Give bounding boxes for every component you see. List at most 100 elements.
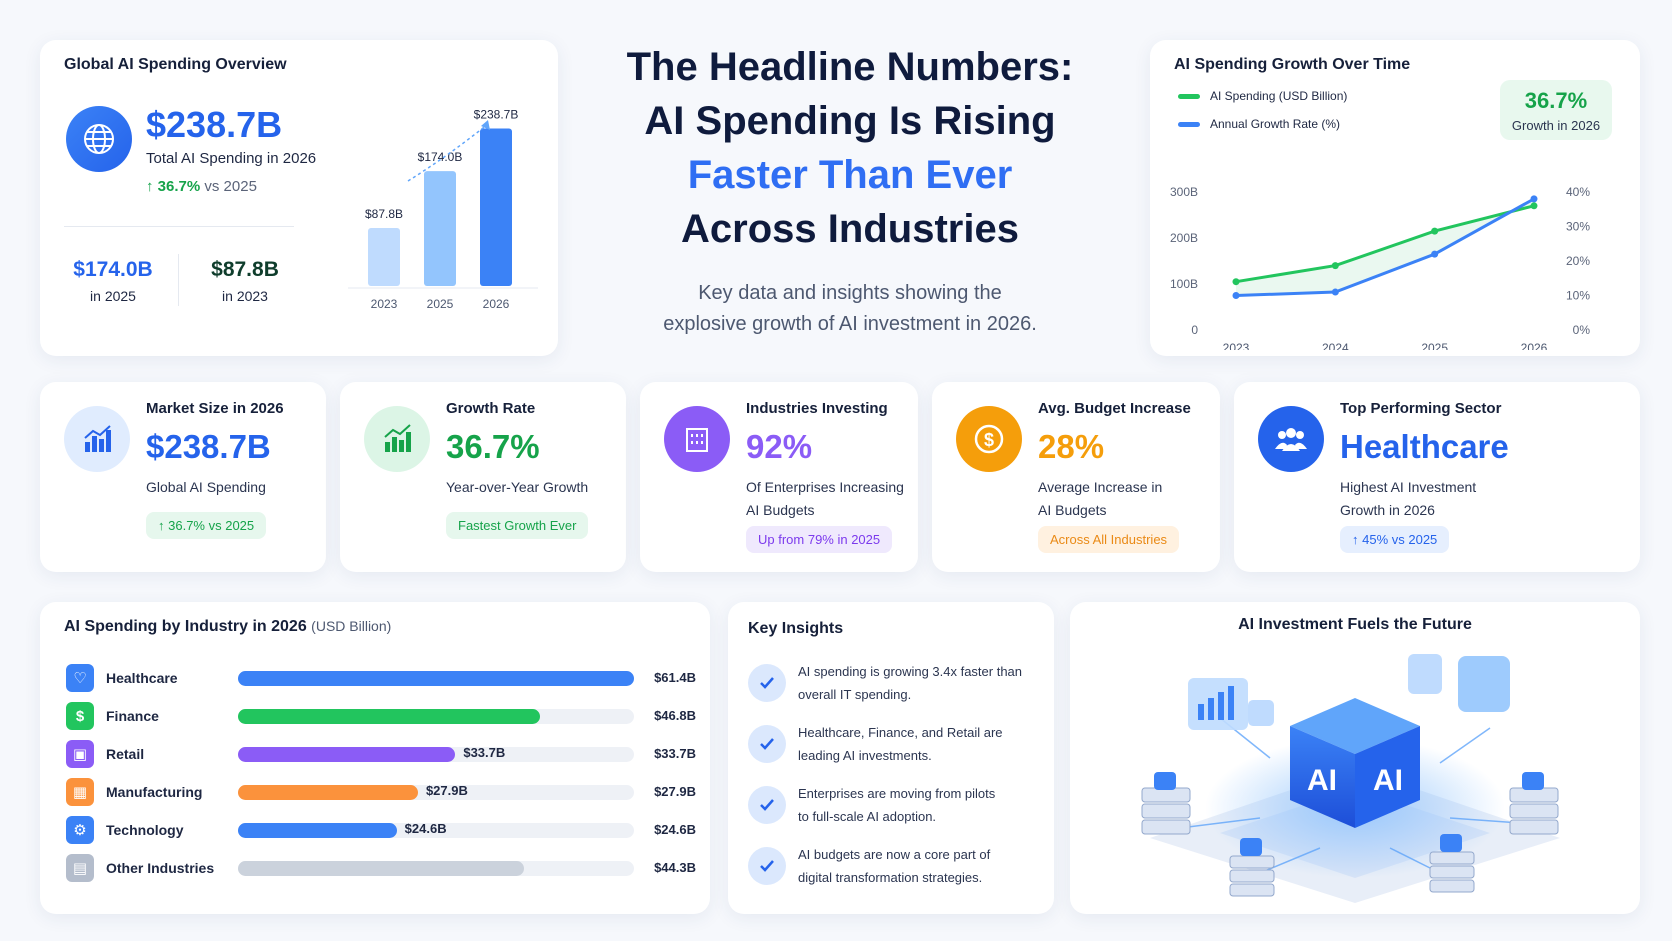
headline-title: The Headline Numbers: AI Spending Is Ris… bbox=[570, 40, 1130, 256]
x-tick-label: 2026 bbox=[483, 297, 510, 311]
kpi-badge-text: Across All Industries bbox=[1050, 532, 1168, 547]
insight-item: Healthcare, Finance, and Retail are lead… bbox=[748, 717, 1038, 773]
kpi-title: Top Performing Sector bbox=[1340, 400, 1502, 417]
industry-bar bbox=[238, 861, 524, 876]
arrow-up-icon: ↑ bbox=[1352, 532, 1363, 547]
kpi-badge: ↑ 45% vs 2025 bbox=[1340, 526, 1450, 553]
insight-text: Enterprises are moving from pilots to fu… bbox=[798, 782, 1038, 828]
stat-2023-value: $87.8B bbox=[211, 258, 279, 281]
kpi-card: Top Performing Sector Healthcare Highest… bbox=[1234, 382, 1640, 572]
kpi-badge-text: Fastest Growth Ever bbox=[458, 518, 577, 533]
kpi-subtitle-line-2: Growth in 2026 bbox=[1340, 502, 1435, 518]
data-point bbox=[1431, 250, 1439, 258]
change-pct: 36.7% bbox=[157, 178, 201, 195]
stat-2025-value: $174.0B bbox=[73, 258, 153, 281]
y-right-tick: 30% bbox=[1566, 220, 1590, 234]
industry-value: $27.9B bbox=[654, 784, 696, 799]
check-icon bbox=[748, 847, 786, 885]
industry-bar bbox=[238, 709, 540, 724]
x-tick-label: 2026 bbox=[1521, 341, 1548, 350]
y-left-tick: 0 bbox=[1191, 323, 1198, 337]
svg-text:$: $ bbox=[984, 430, 994, 450]
kpi-badge: Fastest Growth Ever bbox=[446, 512, 589, 539]
kpi-title: Market Size in 2026 bbox=[146, 400, 284, 417]
kpi-subtitle: Average Increase in AI Budgets bbox=[1038, 476, 1228, 522]
industry-bar-label: $33.7B bbox=[463, 745, 506, 760]
series-line-0 bbox=[1235, 204, 1535, 284]
industry-value: $61.4B bbox=[654, 670, 696, 685]
insight-line-1: Healthcare, Finance, and Retail are bbox=[798, 725, 1003, 740]
overview-title: Global AI Spending Overview bbox=[64, 56, 287, 73]
chart-bars-icon bbox=[64, 406, 130, 472]
stat-2023-label: in 2023 bbox=[222, 288, 268, 304]
future-title: AI Investment Fuels the Future bbox=[1238, 616, 1472, 633]
kpi-subtitle-line-2: AI Budgets bbox=[746, 502, 815, 518]
insight-line-1: AI spending is growing 3.4x faster than bbox=[798, 664, 1023, 679]
insight-item: Enterprises are moving from pilots to fu… bbox=[748, 778, 1038, 834]
cube-label-left: AI bbox=[1307, 764, 1337, 797]
growth-line-chart: 0 100B 200B 300B 0% 10% 20% 30% 40% 2023 2024 2025 2… bbox=[1170, 89, 1590, 350]
y-right-tick: 20% bbox=[1566, 254, 1590, 268]
insight-line-2: to full-scale AI adoption. bbox=[798, 809, 937, 824]
bar-label: $174.0B bbox=[418, 150, 463, 164]
change-suffix: vs 2025 bbox=[204, 178, 257, 195]
industry-name: Healthcare bbox=[106, 670, 178, 686]
legend-label: AI Spending (USD Billion) bbox=[1210, 89, 1347, 103]
industry-bar bbox=[238, 671, 634, 686]
data-point bbox=[1331, 262, 1339, 270]
trend-up-icon bbox=[364, 406, 430, 472]
bar-label: $87.8B bbox=[365, 207, 403, 221]
industry-value: $24.6B bbox=[654, 822, 696, 837]
industry-title-unit: (USD Billion) bbox=[311, 618, 392, 634]
heart-icon: ♡ bbox=[66, 664, 94, 692]
kpi-card: Market Size in 2026 $238.7B Global AI Sp… bbox=[40, 382, 326, 572]
kpi-badge-text: 36.7% vs 2025 bbox=[168, 518, 255, 533]
legend-swatch bbox=[1178, 122, 1200, 127]
users-icon bbox=[1258, 406, 1324, 472]
area-fill bbox=[1236, 198, 1534, 296]
kpi-card: $ Avg. Budget Increase 28% Average Incre… bbox=[932, 382, 1220, 572]
total-change: ↑ 36.7% vs 2025 bbox=[146, 178, 257, 195]
stat-2025-label: in 2025 bbox=[90, 288, 136, 304]
y-right-tick: 40% bbox=[1566, 185, 1590, 199]
floating-chart-panel bbox=[1188, 678, 1248, 730]
insight-line-2: overall IT spending. bbox=[798, 687, 912, 702]
headline-line-4: Across Industries bbox=[681, 207, 1019, 251]
industry-card: AI Spending by Industry in 2026 (USD Bil… bbox=[40, 602, 710, 914]
industry-value: $44.3B bbox=[654, 860, 696, 875]
industry-row: ♡ Healthcare $61.4B bbox=[66, 664, 696, 692]
kpi-subtitle-line-1: Highest AI Investment bbox=[1340, 479, 1477, 495]
ai-cube: AI AI bbox=[1290, 698, 1420, 828]
kpi-badge: Up from 79% in 2025 bbox=[746, 526, 893, 553]
overview-bar-chart: $87.8B 2023 $174.0B 2025 $238.7B 2026 bbox=[348, 107, 538, 311]
kpi-subtitle: Global AI Spending bbox=[146, 476, 336, 499]
kpi-subtitle-line-1: Year-over-Year Growth bbox=[446, 479, 589, 495]
insight-line-1: Enterprises are moving from pilots bbox=[798, 786, 996, 801]
callout-label: Growth in 2026 bbox=[1511, 118, 1601, 133]
x-tick-label: 2024 bbox=[1322, 341, 1349, 350]
y-right-tick: 10% bbox=[1566, 289, 1590, 303]
x-tick-label: 2025 bbox=[427, 297, 454, 311]
subtitle-line-2: explosive growth of AI investment in 202… bbox=[663, 313, 1037, 335]
dollar-icon: $ bbox=[66, 702, 94, 730]
check-icon bbox=[748, 725, 786, 763]
headline-line-2: AI Spending Is Rising bbox=[644, 99, 1056, 143]
overview-card: Global AI Spending Overview $238.7B Tota… bbox=[40, 40, 558, 356]
x-tick-label: 2023 bbox=[1223, 341, 1250, 350]
insight-line-1: AI budgets are now a core part of bbox=[798, 847, 991, 862]
insight-item: AI spending is growing 3.4x faster than … bbox=[748, 656, 1038, 712]
kpi-value: 92% bbox=[746, 428, 813, 465]
industry-title: AI Spending by Industry in 2026 (USD Bil… bbox=[64, 618, 391, 636]
headline-line-1: The Headline Numbers: bbox=[626, 45, 1074, 89]
industry-bar-track bbox=[238, 709, 634, 724]
total-spending-value: $238.7B bbox=[146, 104, 283, 145]
server-badges bbox=[1154, 772, 1544, 856]
data-point bbox=[1232, 292, 1240, 299]
check-icon bbox=[748, 664, 786, 702]
kpi-title: Growth Rate bbox=[446, 400, 536, 417]
kpi-subtitle-line-1: Of Enterprises Increasing bbox=[746, 479, 904, 495]
industry-name: Retail bbox=[106, 746, 145, 762]
building-icon bbox=[664, 406, 730, 472]
total-spending-label: Total AI Spending in 2026 bbox=[146, 150, 317, 167]
x-tick-label: 2025 bbox=[1421, 341, 1448, 350]
